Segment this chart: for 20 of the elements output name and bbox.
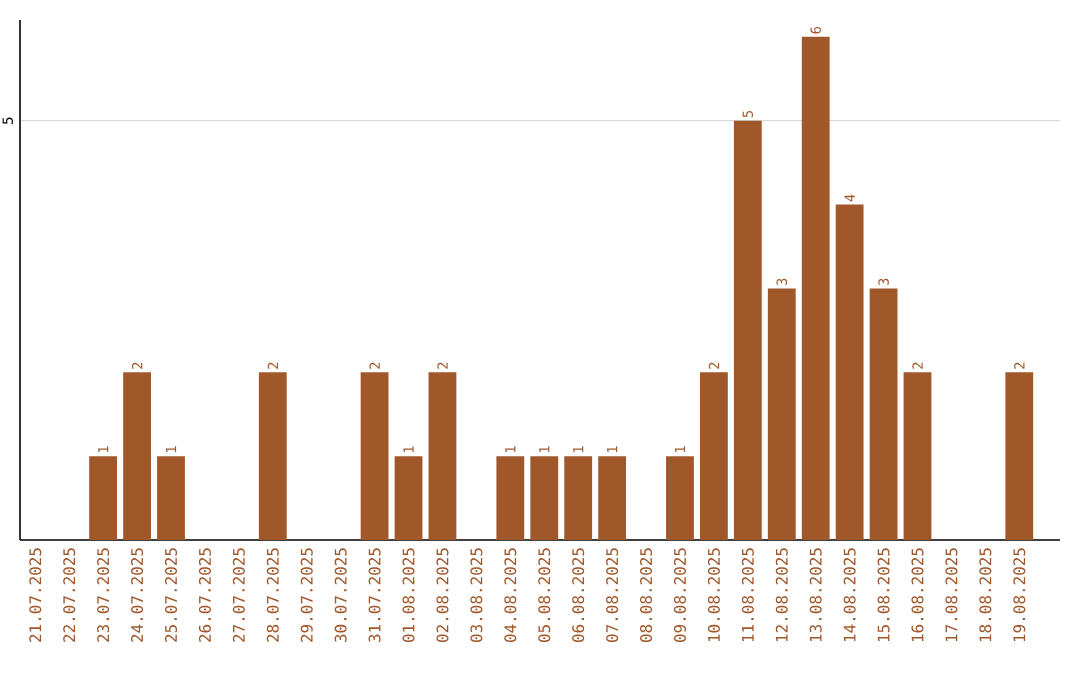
bar bbox=[394, 456, 423, 540]
bar bbox=[767, 288, 796, 540]
bar bbox=[666, 456, 694, 540]
bar bbox=[801, 36, 830, 540]
bar bbox=[869, 288, 898, 540]
bar bbox=[700, 372, 728, 540]
bar bbox=[123, 372, 151, 540]
bar bbox=[89, 456, 118, 540]
bar bbox=[496, 456, 525, 540]
bar bbox=[903, 372, 932, 540]
bar bbox=[157, 456, 185, 540]
bar bbox=[360, 372, 389, 540]
bar bbox=[733, 120, 762, 540]
bar bbox=[835, 204, 864, 540]
bar bbox=[564, 456, 593, 540]
bar bbox=[530, 456, 559, 540]
bar bbox=[1005, 372, 1034, 540]
bar bbox=[258, 372, 287, 540]
bar bbox=[598, 456, 627, 540]
bar bbox=[428, 372, 457, 540]
